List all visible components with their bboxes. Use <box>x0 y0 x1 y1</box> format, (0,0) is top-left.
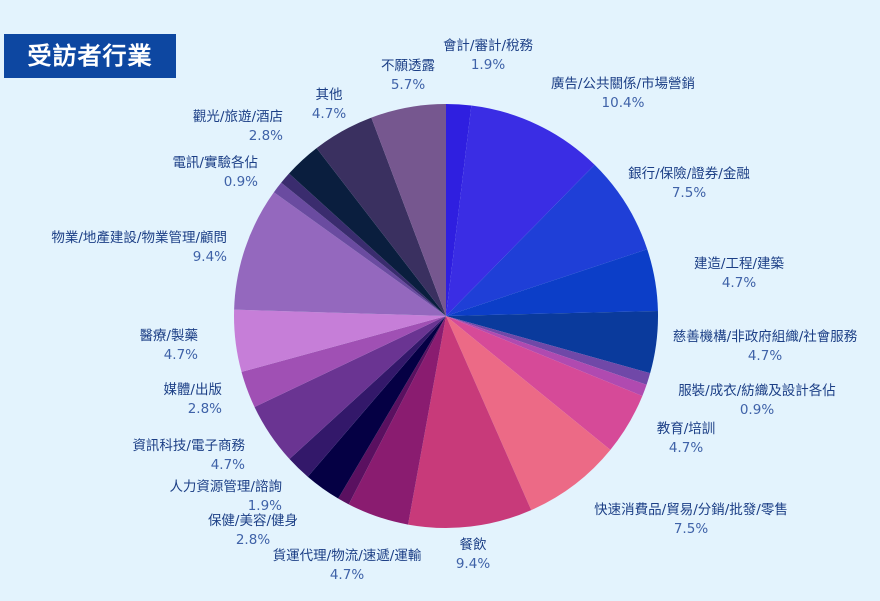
pie-slice-6 <box>446 316 647 396</box>
chart-title: 受訪者行業 <box>4 34 176 78</box>
slice-label-0: 會計/審計/稅務 1.9% <box>443 38 534 73</box>
pie-slice-15 <box>241 316 446 407</box>
pie-slice-7 <box>446 316 643 450</box>
pie-slice-0 <box>446 104 472 316</box>
slice-label-percent: 9.4% <box>456 556 490 572</box>
slice-label-name: 銀行/保險/證券/金融 <box>628 165 750 182</box>
slice-label-14: 醫療/製藥 4.7% <box>139 327 198 363</box>
pie-slices <box>234 104 658 529</box>
pie-slice-10 <box>348 316 446 525</box>
pie-slice-17 <box>234 192 446 316</box>
pie-slice-3 <box>446 249 658 316</box>
pie-slice-20 <box>289 148 446 316</box>
slice-label-19: 不願透露 5.7% <box>381 58 435 93</box>
slice-label-name: 服裝/成衣/紡織及設計各佔 <box>678 383 836 399</box>
slice-label-12: 資訊科技/電子商務 4.7% <box>132 438 245 473</box>
pie-slice-14 <box>254 316 446 460</box>
slice-label-percent: 4.7% <box>669 440 703 456</box>
slice-label-percent: 10.4% <box>602 95 645 111</box>
slice-label-percent: 2.8% <box>236 532 270 548</box>
slice-label-name: 電訊/實驗各佔 <box>172 154 258 171</box>
slice-label-10: 保健/美容/健身 2.8% <box>208 512 298 548</box>
slice-label-11: 人力資源管理/諮詢 1.9% <box>169 478 282 514</box>
pie-slice-1 <box>446 105 595 317</box>
slice-label-9: 貨運代理/物流/速遞/運輸 4.7% <box>273 547 422 583</box>
pie-slice-19 <box>281 173 446 316</box>
slice-label-percent: 5.7% <box>391 77 425 93</box>
slice-label-6: 教育/培訓 4.7% <box>657 421 716 456</box>
slice-label-5: 服裝/成衣/紡織及設計各佔 0.9% <box>678 383 836 418</box>
pie-slice-2 <box>446 164 648 316</box>
slice-label-17: 觀光/旅遊/酒店 2.8% <box>193 109 283 144</box>
pie-slice-18 <box>273 182 446 316</box>
slice-label-2: 銀行/保險/證券/金融 7.5% <box>628 165 750 201</box>
slice-label-name: 物業/地產建設/物業管理/顧問 <box>51 229 227 246</box>
slice-label-name: 醫療/製藥 <box>139 327 198 344</box>
slice-label-name: 媒體/出版 <box>163 382 222 398</box>
pie-slice-8 <box>446 316 611 511</box>
slice-label-percent: 1.9% <box>248 498 282 514</box>
slice-label-8: 餐飲 9.4% <box>456 537 490 572</box>
slice-label-3: 建造/工程/建築 4.7% <box>694 256 785 291</box>
slice-label-percent: 4.7% <box>748 348 782 364</box>
slice-label-percent: 0.9% <box>740 402 774 418</box>
slice-label-13: 媒體/出版 2.8% <box>163 382 222 417</box>
slice-label-name: 慈善機構/非政府組織/社會服務 <box>673 329 858 345</box>
slice-label-name: 貨運代理/物流/速遞/運輸 <box>273 547 422 564</box>
slice-label-name: 廣告/公共關係/市場營銷 <box>551 75 695 92</box>
slice-label-name: 建造/工程/建築 <box>694 256 785 272</box>
slice-label-percent: 7.5% <box>672 185 706 201</box>
pie-slice-11 <box>338 316 446 505</box>
slice-label-name: 餐飲 <box>460 537 487 553</box>
slice-label-name: 人力資源管理/諮詢 <box>169 478 282 495</box>
pie-slice-12 <box>307 316 446 499</box>
slice-label-name: 會計/審計/稅務 <box>443 38 534 54</box>
slice-label-name: 不願透露 <box>381 58 435 74</box>
slice-label-name: 快速消費品/貿易/分銷/批發/零售 <box>594 502 788 518</box>
slice-label-percent: 4.7% <box>722 275 756 291</box>
slice-label-percent: 4.7% <box>312 106 346 122</box>
slice-label-percent: 4.7% <box>164 347 198 363</box>
pie-labels: 會計/審計/稅務 1.9% 廣告/公共關係/市場營銷 10.4% 銀行/保險/證券/金融… <box>51 38 857 583</box>
slice-label-name: 資訊科技/電子商務 <box>132 438 245 454</box>
slice-label-percent: 2.8% <box>249 128 283 144</box>
slice-label-percent: 0.9% <box>224 174 258 190</box>
slice-label-1: 廣告/公共關係/市場營銷 10.4% <box>551 75 695 111</box>
pie-slice-22 <box>371 104 446 316</box>
slice-label-percent: 4.7% <box>211 457 245 473</box>
slice-label-percent: 4.7% <box>330 567 364 583</box>
slice-label-15: 物業/地產建設/物業管理/顧問 9.4% <box>51 229 227 265</box>
slice-label-18: 其他 4.7% <box>312 87 346 122</box>
slice-label-16: 電訊/實驗各佔 0.9% <box>172 154 258 190</box>
pie-slice-16 <box>234 309 446 372</box>
pie-slice-5 <box>446 316 651 385</box>
slice-label-name: 觀光/旅遊/酒店 <box>193 109 283 125</box>
slice-label-percent: 2.8% <box>188 401 222 417</box>
slice-label-name: 教育/培訓 <box>657 421 716 437</box>
pie-slice-21 <box>316 117 446 316</box>
slice-label-name: 保健/美容/健身 <box>208 512 298 529</box>
slice-label-4: 慈善機構/非政府組織/社會服務 4.7% <box>673 329 858 364</box>
slice-label-7: 快速消費品/貿易/分銷/批發/零售 7.5% <box>594 502 788 537</box>
slice-label-name: 其他 <box>316 87 343 103</box>
slice-label-percent: 9.4% <box>193 249 227 265</box>
slice-label-percent: 7.5% <box>674 521 708 537</box>
pie-slice-13 <box>289 316 446 477</box>
pie-slice-9 <box>408 316 532 529</box>
slice-label-percent: 1.9% <box>471 57 505 73</box>
pie-slice-4 <box>446 310 658 374</box>
